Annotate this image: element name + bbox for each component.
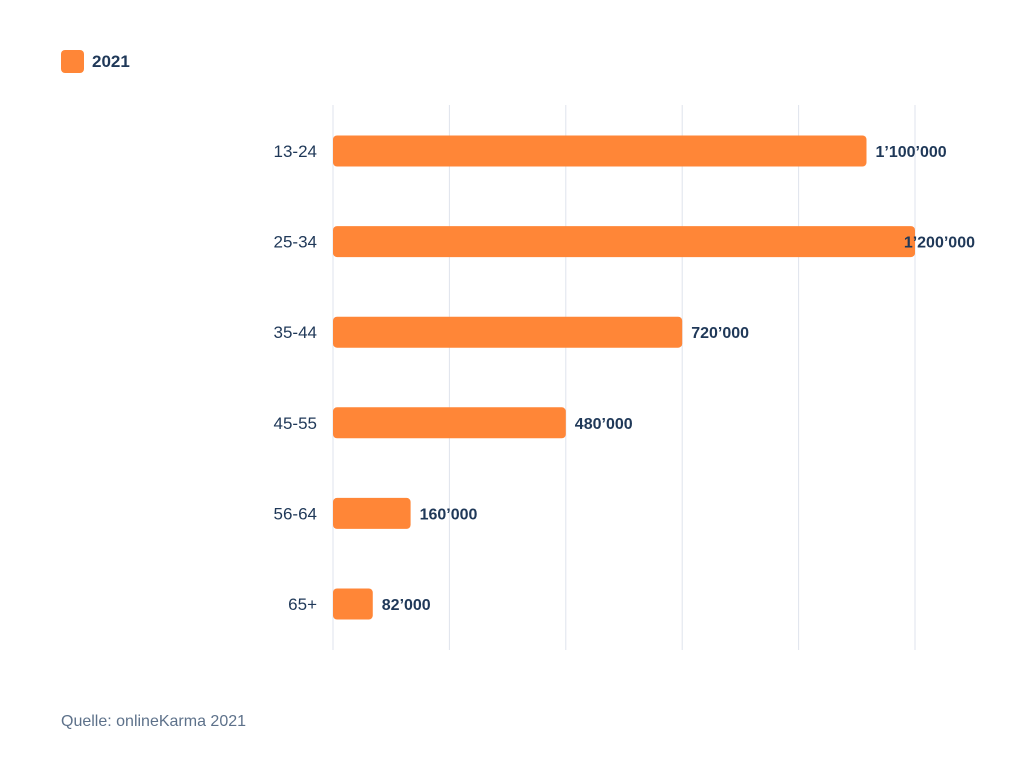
data-label: 1’100’000: [876, 144, 947, 161]
tick-label: 25-34: [274, 233, 317, 252]
legend: 2021: [61, 50, 130, 73]
bar-35-44: [333, 316, 683, 348]
data-label: 480’000: [575, 416, 633, 433]
tick-label: 65+: [288, 595, 317, 614]
data-label: 720’000: [691, 325, 749, 342]
bar-45-55: [333, 407, 566, 439]
tick-label: 45-55: [274, 414, 317, 433]
tick-label: 56-64: [274, 504, 317, 523]
source-note: Quelle: onlineKarma 2021: [61, 713, 247, 730]
bar-13-24: [333, 135, 867, 167]
bar-65+: [333, 588, 373, 620]
bar-56-64: [333, 497, 411, 529]
bar-25-34: [333, 226, 915, 258]
legend-swatch: [61, 50, 84, 73]
tick-label: 13-24: [274, 142, 317, 161]
tick-label: 35-44: [274, 323, 317, 342]
data-label: 1’200’000: [904, 235, 975, 252]
data-label: 82’000: [382, 597, 431, 614]
data-label: 160’000: [420, 506, 478, 523]
legend-label: 2021: [92, 51, 130, 71]
